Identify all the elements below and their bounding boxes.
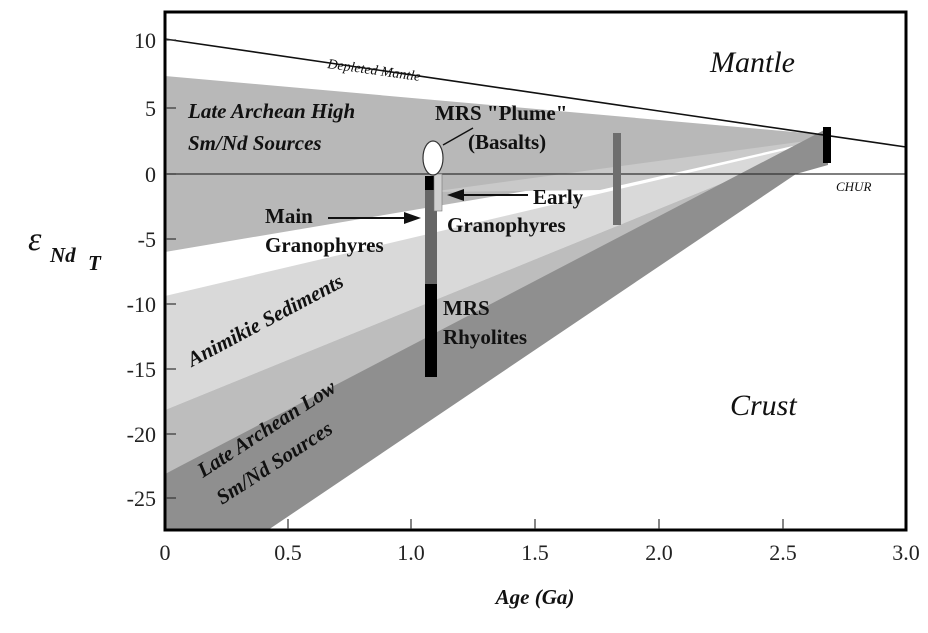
svg-text:-10: -10 (127, 292, 156, 317)
svg-text:-5: -5 (138, 227, 156, 252)
plume-leader-line (442, 127, 474, 146)
x-axis-title: Age (Ga) (494, 585, 575, 609)
plot-frame (163, 10, 908, 532)
svg-text:-25: -25 (127, 486, 156, 511)
depleted-mantle-line (165, 38, 906, 148)
arrow-main-granophyres (328, 212, 421, 224)
x-axis-ticks (287, 519, 784, 529)
label-high-smnd-1: Late Archean High (187, 99, 355, 123)
label-crust: Crust (730, 389, 797, 422)
svg-text:2.0: 2.0 (645, 540, 673, 565)
ellipse-mrs-plume-basalts (422, 140, 444, 176)
arrow-early-granophyres (447, 189, 528, 201)
y-axis-ticks (166, 39, 176, 499)
svg-text:0.5: 0.5 (274, 540, 302, 565)
svg-text:-20: -20 (127, 422, 156, 447)
bar-mrs-rhyolites (425, 284, 437, 377)
label-high-smnd-2: Sm/Nd Sources (188, 131, 322, 155)
band-high-smnd (165, 76, 828, 252)
label-plume-1: MRS "Plume" (435, 101, 567, 125)
svg-text:T: T (88, 251, 102, 275)
x-tick-labels: 0 0.5 1.0 1.5 2.0 2.5 3.0 (160, 540, 920, 565)
svg-text:2.5: 2.5 (769, 540, 797, 565)
svg-text:-15: -15 (127, 357, 156, 382)
svg-text:0: 0 (160, 540, 171, 565)
bar-early-granophyres (433, 173, 443, 212)
svg-text:ε: ε (28, 221, 42, 258)
label-main-gran-2: Granophyres (265, 233, 384, 257)
label-plume-2: (Basalts) (468, 130, 546, 154)
label-early-gran-2: Granophyres (447, 213, 566, 237)
label-early-gran-1: Early (533, 185, 584, 209)
y-axis-title: ε Nd T (28, 221, 102, 275)
svg-text:5: 5 (145, 96, 156, 121)
svg-text:10: 10 (134, 28, 156, 53)
bar-main-granophyres (425, 190, 437, 284)
label-main-gran-1: Main (265, 204, 313, 228)
svg-text:1.5: 1.5 (521, 540, 549, 565)
label-mantle: Mantle (709, 46, 795, 79)
bar-main-granophyres-top (425, 176, 434, 190)
band-low-smnd (165, 128, 828, 530)
svg-text:1.0: 1.0 (397, 540, 425, 565)
svg-text:0: 0 (145, 162, 156, 187)
svg-text:3.0: 3.0 (892, 540, 920, 565)
label-rhyolites-1: MRS (443, 296, 490, 320)
y-tick-labels: 10 5 0 -5 -10 -15 -20 -25 (127, 28, 156, 511)
bar-2-7ga (823, 127, 831, 163)
bar-1-84ga (613, 133, 621, 225)
svg-text:Nd: Nd (49, 243, 76, 267)
label-chur: CHUR (836, 179, 871, 194)
band-high-smnd-light (430, 138, 828, 192)
label-rhyolites-2: Rhyolites (443, 325, 527, 349)
